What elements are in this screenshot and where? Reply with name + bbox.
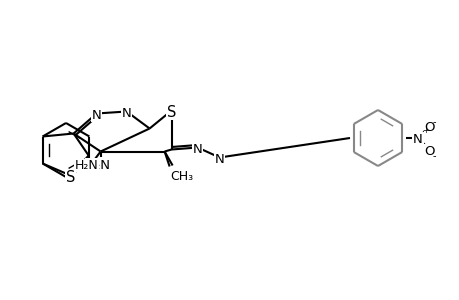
Text: H₂N: H₂N: [74, 159, 98, 172]
Text: O: O: [424, 145, 434, 158]
Text: N: N: [214, 152, 224, 166]
Text: S: S: [167, 104, 176, 119]
Text: S: S: [66, 169, 75, 184]
Text: N: N: [122, 106, 131, 119]
Text: CH₃: CH₃: [170, 169, 193, 182]
Text: O: O: [424, 121, 434, 134]
Text: -: -: [432, 117, 436, 127]
Text: +: +: [421, 126, 428, 135]
Text: N: N: [192, 142, 202, 155]
Text: -: -: [432, 151, 436, 161]
Text: H₂N: H₂N: [86, 158, 111, 172]
Text: N: N: [412, 133, 422, 146]
Text: N: N: [91, 109, 101, 122]
